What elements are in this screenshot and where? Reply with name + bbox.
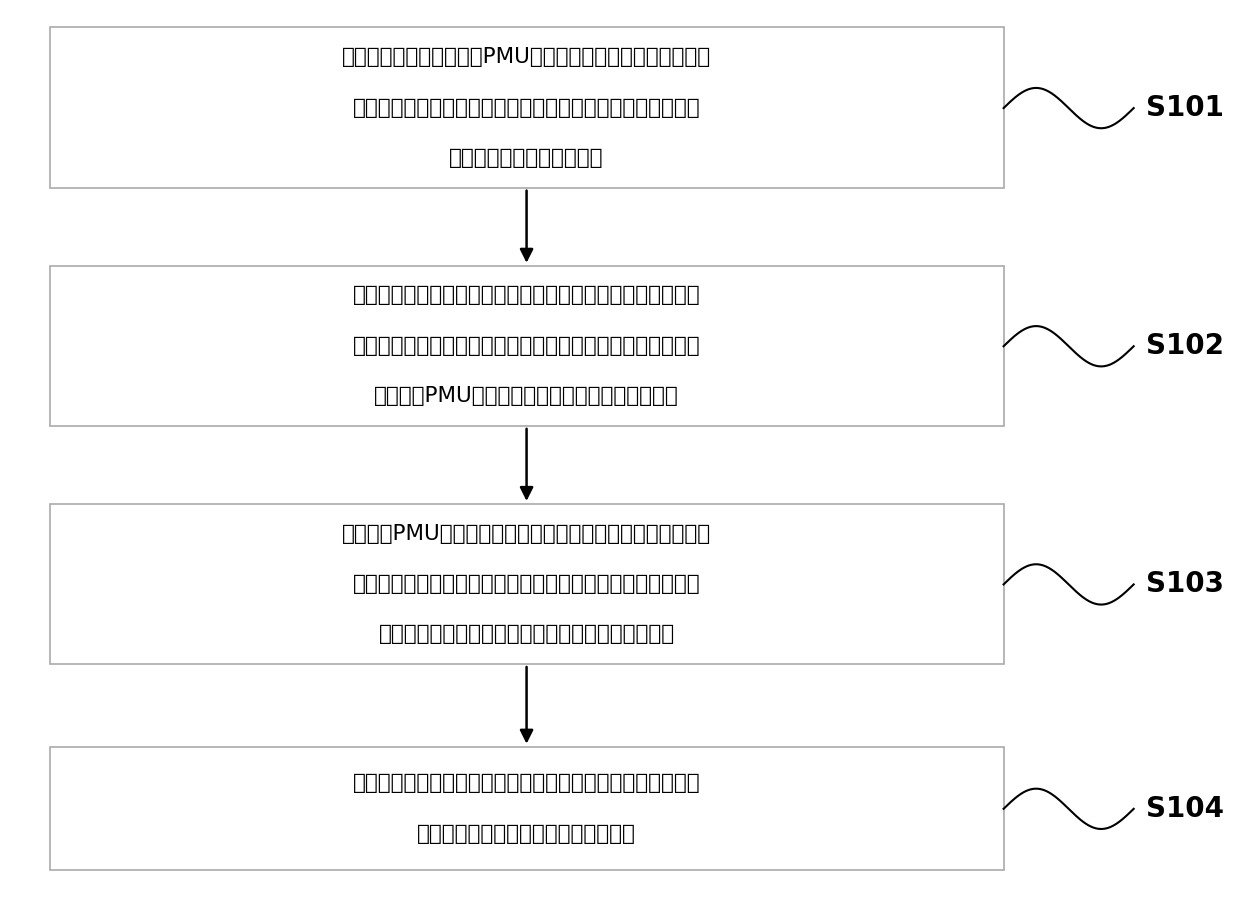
Text: S101: S101	[1146, 94, 1224, 122]
Text: 点搜索，依据搜索过程形成的导纳矩阵和故障电流正序分量，: 点搜索，依据搜索过程形成的导纳矩阵和故障电流正序分量，	[353, 336, 700, 355]
Text: 对应的故障位置为候选故障点并形成候选故障点集合: 对应的故障位置为候选故障点并形成候选故障点集合	[378, 625, 675, 644]
Text: S104: S104	[1146, 795, 1224, 823]
Text: ，计算故障点处故障电流正序分量并注入至假定故障点中，构: ，计算故障点处故障电流正序分量并注入至假定故障点中，构	[353, 98, 700, 117]
Text: 造出正序故障附加分量网络: 造出正序故障附加分量网络	[450, 148, 603, 168]
FancyBboxPatch shape	[50, 266, 1004, 426]
FancyBboxPatch shape	[50, 747, 1004, 870]
Text: S103: S103	[1146, 571, 1224, 598]
FancyBboxPatch shape	[50, 504, 1004, 664]
Text: 筛选出候选故障点集合中候选故障点对应的正序电压偏差范数: 筛选出候选故障点集合中候选故障点对应的正序电压偏差范数	[353, 773, 700, 793]
Text: 计算所有PMU配置节点的电压正序故障分量计算值与实际量测: 计算所有PMU配置节点的电压正序故障分量计算值与实际量测	[342, 524, 711, 543]
Text: 在正序故障附加分量网络中依次对各线路基于二分法进行故障: 在正序故障附加分量网络中依次对各线路基于二分法进行故障	[353, 286, 700, 305]
Text: S102: S102	[1146, 333, 1224, 360]
Text: 得到所有PMU配置节点的电压正序故障分量计算值: 得到所有PMU配置节点的电压正序故障分量计算值	[374, 387, 679, 406]
Text: 利用故障可观配置下微型PMU量测故障前后电源和负荷处电流: 利用故障可观配置下微型PMU量测故障前后电源和负荷处电流	[342, 48, 711, 67]
Text: 值之间的电压偏差范数，确定各线路正序电压偏差范数最小值: 值之间的电压偏差范数，确定各线路正序电压偏差范数最小值	[353, 574, 700, 594]
Text: 最小值对应的候选故障点为实际故障点: 最小值对应的候选故障点为实际故障点	[418, 823, 636, 844]
FancyBboxPatch shape	[50, 27, 1004, 188]
